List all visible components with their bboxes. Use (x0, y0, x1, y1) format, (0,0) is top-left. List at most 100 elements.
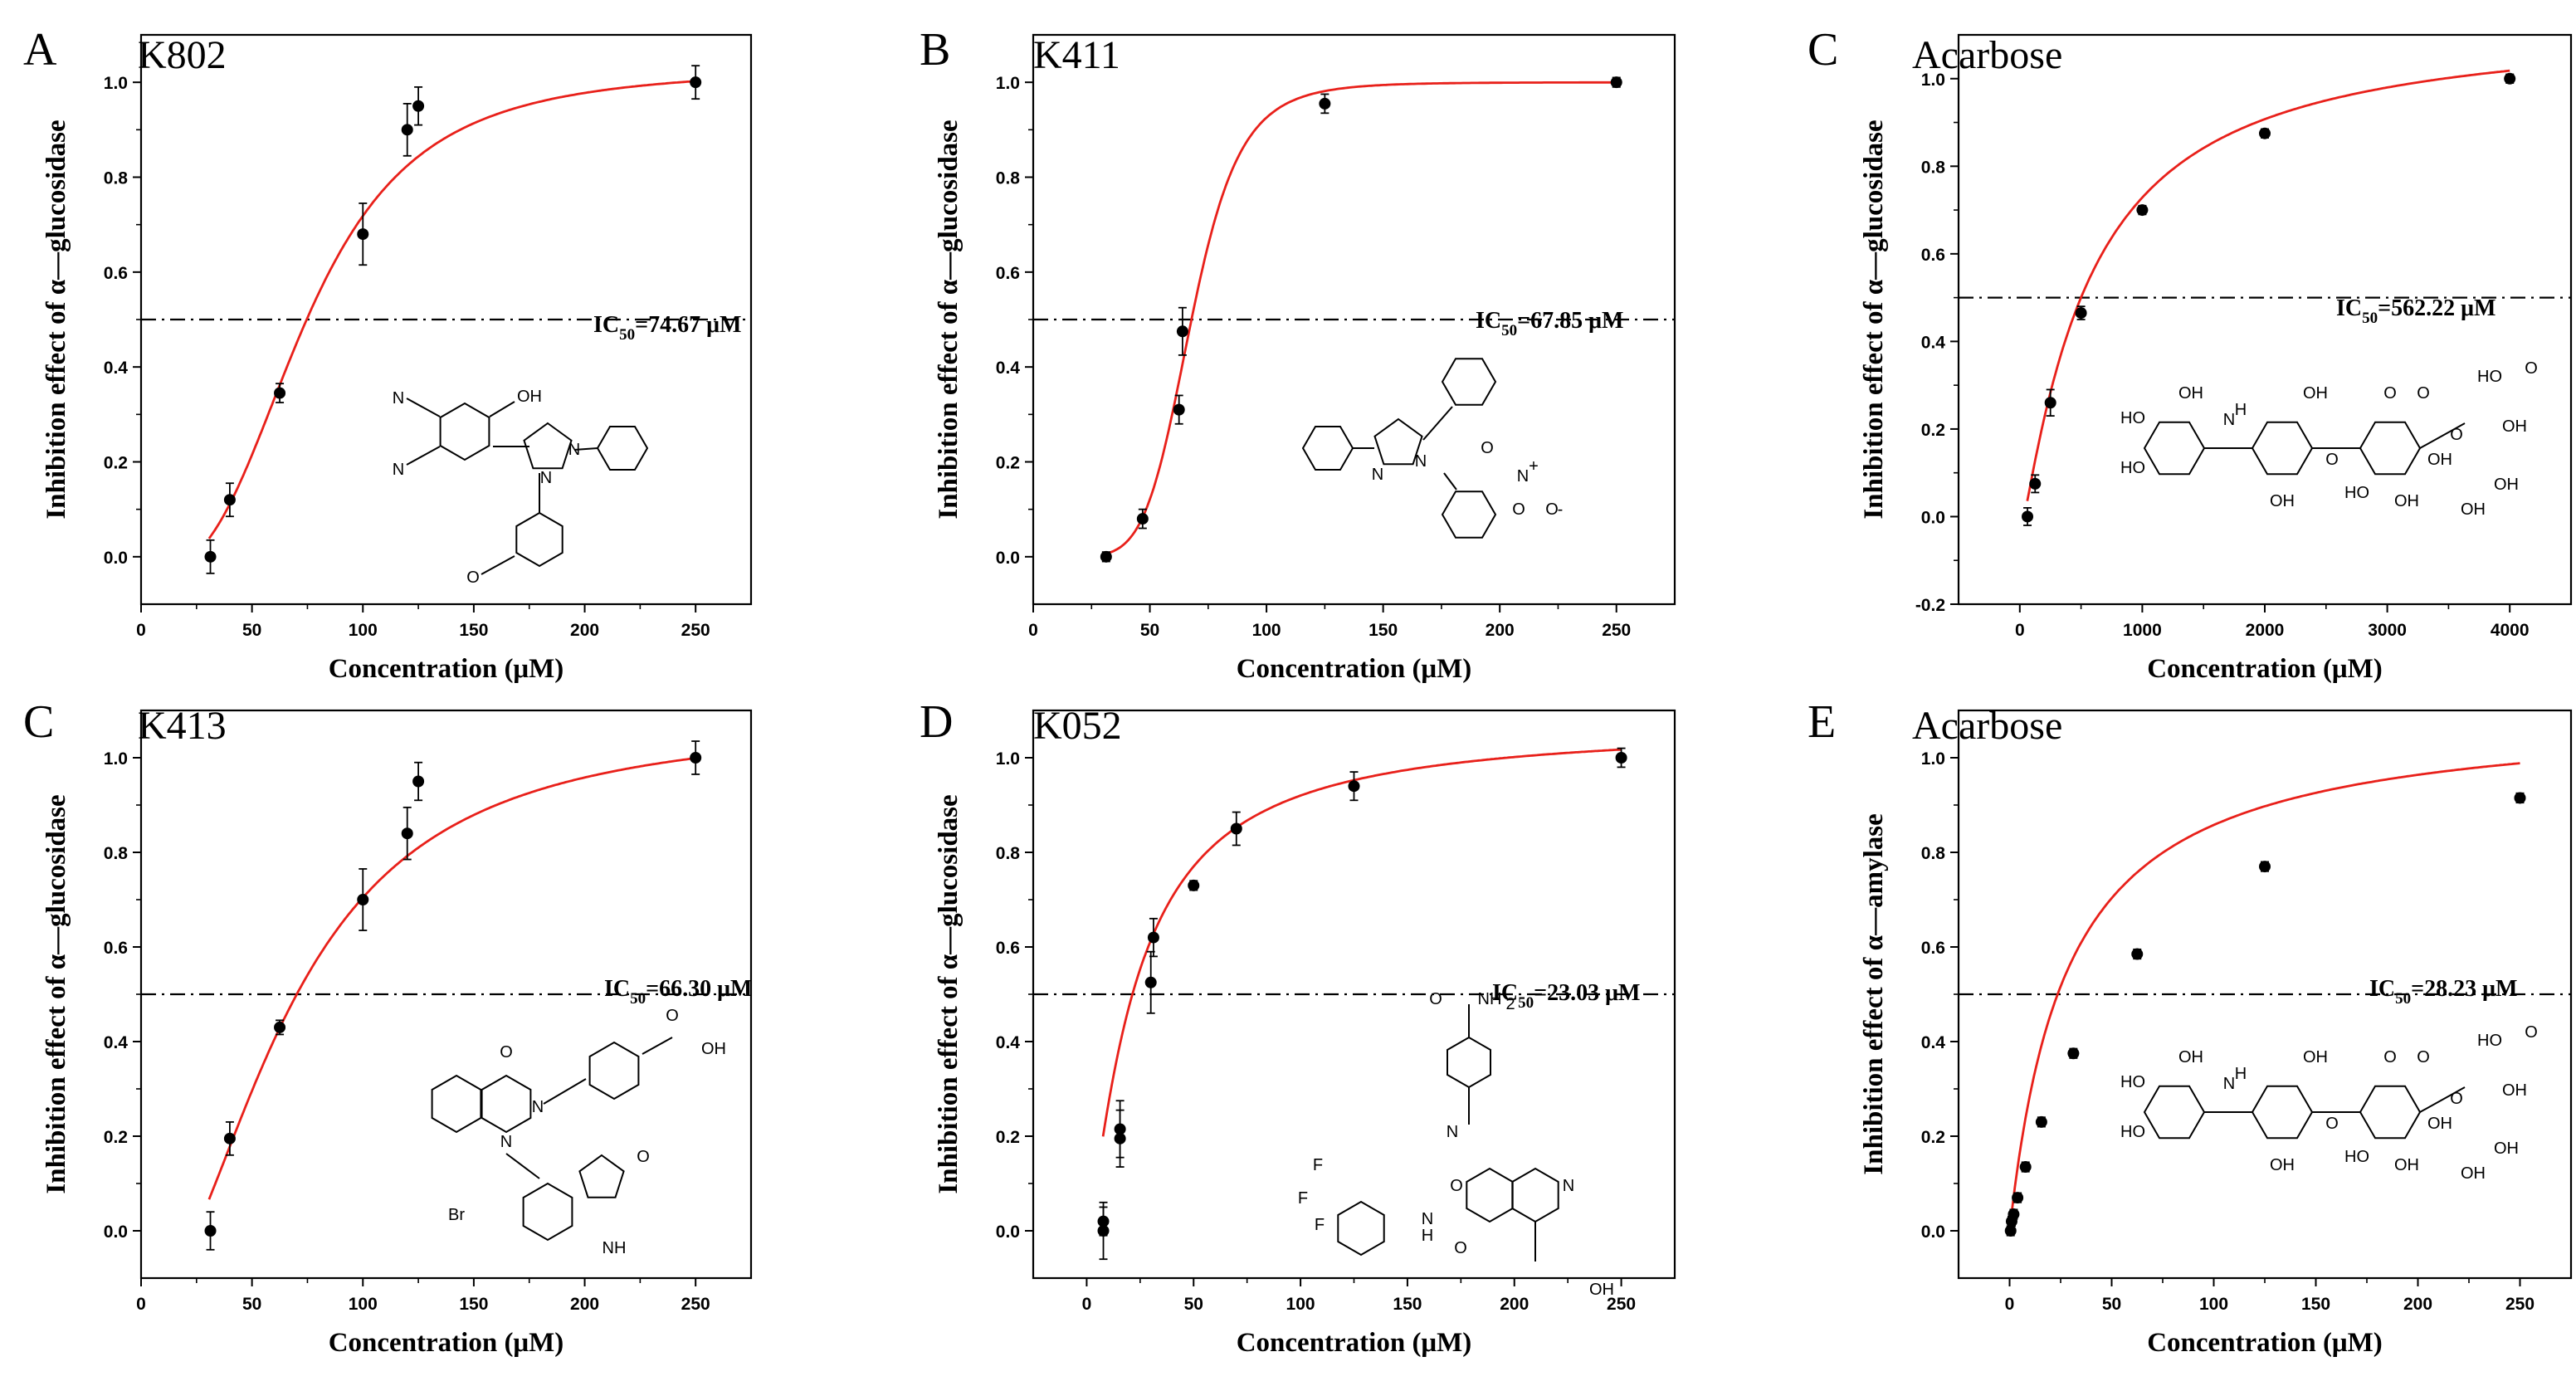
atom-label: F (1315, 1216, 1325, 1234)
ic50-prefix: IC (604, 976, 630, 1002)
ic50-subscript: 50 (2395, 990, 2411, 1008)
atom-label: OH (2394, 492, 2419, 510)
data-point (2514, 792, 2526, 804)
x-tick-label: 0 (1082, 1295, 1092, 1314)
atom-label: Br (448, 1206, 465, 1224)
data-point (1114, 1123, 1126, 1135)
ring (439, 402, 490, 461)
bond (489, 401, 515, 417)
y-tick-label: 0.0 (1921, 508, 1945, 527)
atom-label: NH (603, 1239, 627, 1257)
x-tick-label: 200 (570, 1295, 599, 1314)
atom-label: N (393, 389, 404, 408)
y-tick-label: 0.0 (104, 1223, 128, 1242)
atom-label: NH (1478, 990, 1502, 1008)
y-axis-title: Inhibition effect of α—amylase (1859, 813, 1889, 1174)
x-tick-label: 0 (136, 1295, 146, 1314)
atom-label: HO (2120, 1073, 2145, 1091)
data-point (1173, 403, 1185, 416)
y-tick-label: 0.8 (996, 844, 1021, 863)
atom-label: OH (2502, 1081, 2527, 1100)
y-tick-label: 0.2 (104, 454, 128, 473)
ic50-value: =67.85 μM (1517, 308, 1623, 334)
y-tick-label: 1.0 (104, 74, 128, 93)
y-tick-label: 0.6 (996, 264, 1020, 283)
x-tick-label: 4000 (2491, 621, 2530, 640)
atom-label: HO (2120, 459, 2145, 477)
y-tick-label: 0.6 (1921, 939, 1945, 958)
data-point (2067, 1047, 2080, 1060)
data-point (1610, 76, 1622, 89)
ring (2359, 1085, 2422, 1140)
y-tick-label: 0.6 (1921, 246, 1945, 265)
panel-letter: C (23, 696, 54, 748)
data-point (2259, 861, 2271, 873)
atom-label: OH (2178, 384, 2203, 403)
data-point (204, 1225, 217, 1237)
data-point (2075, 307, 2087, 320)
x-tick-label: 0 (2005, 1295, 2015, 1314)
fit-curve (1104, 81, 1617, 555)
x-tick-label: 250 (681, 621, 710, 640)
atom-label: + (1529, 457, 1539, 476)
atom-label: N (1447, 1123, 1458, 1141)
x-tick-label: 150 (1368, 621, 1398, 640)
y-tick-label: 0.2 (1921, 1128, 1945, 1147)
atom-label: O (1454, 1239, 1467, 1257)
ic50-subscript: 50 (630, 990, 646, 1008)
y-axis-title: Inhibition effect of α—glucosidase (934, 794, 964, 1193)
atom-label: OH (2502, 417, 2527, 436)
atom-label: N (1563, 1177, 1574, 1195)
data-point (1615, 752, 1627, 764)
data-point (401, 124, 413, 136)
y-tick-label: -0.2 (1915, 596, 1945, 615)
ring (431, 1074, 482, 1134)
data-point (412, 100, 425, 112)
y-tick-label: 0.0 (996, 549, 1020, 568)
data-point (2019, 1161, 2032, 1174)
ic50-value: =562.22 μM (2378, 295, 2496, 321)
y-tick-label: 0.2 (996, 454, 1020, 473)
atom-label: N (393, 461, 404, 479)
ring (515, 511, 564, 568)
ring (481, 1074, 532, 1134)
ring (522, 1182, 573, 1242)
atom-label: O (2417, 1048, 2430, 1066)
data-point (690, 76, 702, 89)
atom-label: O (2417, 384, 2430, 403)
data-point (2022, 510, 2034, 523)
x-tick-label: 150 (2301, 1295, 2330, 1314)
x-tick-label: 50 (242, 1295, 261, 1314)
atom-label: OH (2270, 1156, 2295, 1174)
ring (2251, 1085, 2314, 1140)
x-tick-label: 1000 (2123, 621, 2162, 640)
y-tick-label: 0.4 (1921, 333, 1946, 352)
ic50-subscript: 50 (1501, 322, 1517, 339)
y-tick-label: 0.8 (104, 844, 129, 863)
data-point (2035, 1115, 2047, 1128)
panel-letter: B (920, 24, 950, 76)
data-point (412, 775, 425, 788)
chart-title: K802 (138, 33, 227, 77)
data-point (274, 387, 286, 399)
x-tick-label: 50 (1140, 621, 1159, 640)
data-point (357, 228, 369, 241)
data-point (357, 894, 369, 905)
atom-label: O (1545, 500, 1559, 519)
ic50-annotation: IC50=28.23 μM (2369, 976, 2517, 1008)
atom-label: HO (2344, 1148, 2369, 1166)
data-point (1319, 97, 1331, 110)
ring (2359, 421, 2422, 476)
ic50-prefix: IC (1492, 980, 1518, 1006)
y-tick-label: 0.8 (1921, 844, 1946, 863)
y-tick-label: 1.0 (996, 74, 1020, 93)
atom-label: HO (2120, 409, 2145, 427)
y-tick-label: 0.6 (104, 939, 128, 958)
x-tick-label: 0 (136, 621, 146, 640)
